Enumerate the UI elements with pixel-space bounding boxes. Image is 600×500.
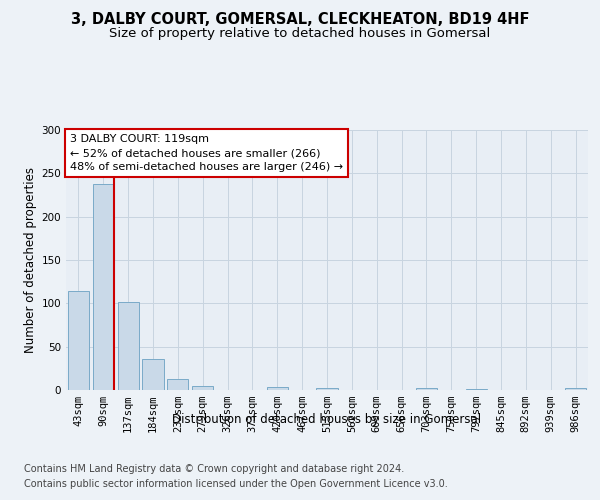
Bar <box>416 388 437 390</box>
Text: Size of property relative to detached houses in Gomersal: Size of property relative to detached ho… <box>109 28 491 40</box>
Bar <box>466 389 487 390</box>
Bar <box>142 359 164 390</box>
Bar <box>118 302 139 390</box>
Bar <box>316 388 338 390</box>
Text: 3 DALBY COURT: 119sqm
← 52% of detached houses are smaller (266)
48% of semi-det: 3 DALBY COURT: 119sqm ← 52% of detached … <box>70 134 343 172</box>
Y-axis label: Number of detached properties: Number of detached properties <box>24 167 37 353</box>
Bar <box>68 291 89 390</box>
Bar <box>192 386 213 390</box>
Bar <box>93 184 114 390</box>
Bar <box>267 386 288 390</box>
Text: Contains HM Land Registry data © Crown copyright and database right 2024.: Contains HM Land Registry data © Crown c… <box>24 464 404 474</box>
Bar <box>167 378 188 390</box>
Text: 3, DALBY COURT, GOMERSAL, CLECKHEATON, BD19 4HF: 3, DALBY COURT, GOMERSAL, CLECKHEATON, B… <box>71 12 529 28</box>
Bar <box>565 388 586 390</box>
Text: Distribution of detached houses by size in Gomersal: Distribution of detached houses by size … <box>172 412 482 426</box>
Text: Contains public sector information licensed under the Open Government Licence v3: Contains public sector information licen… <box>24 479 448 489</box>
